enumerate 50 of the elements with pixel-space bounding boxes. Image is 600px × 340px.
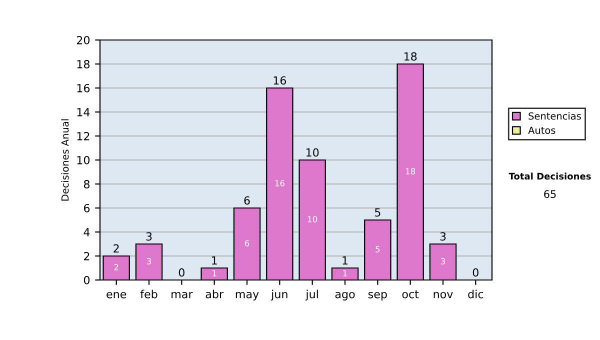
x-tick-label: sep [368,292,387,300]
x-tick-label: mar [172,292,193,298]
data-label: 16 [275,180,284,186]
y-axis-title: Decisiones Anual [61,119,69,201]
y-tick-label: 20 [76,36,90,44]
total-label: 10 [306,148,319,157]
total-label: 1 [212,256,217,264]
data-label: 10 [308,216,318,222]
data-label: 6 [244,240,250,246]
y-tick-label: 2 [84,252,90,260]
total-label: 0 [178,268,184,277]
total-label: 2 [114,244,119,252]
y-tick-label: 12 [77,132,90,140]
x-tick-label: may [236,292,259,300]
data-label: 3 [146,258,151,264]
x-tick-label: oct [402,290,419,298]
y-tick-label: 6 [84,204,90,212]
y-tick-label: 18 [77,60,90,68]
x-tick-label: ago [335,292,355,300]
total-label: 1 [342,256,348,264]
total-label: 0 [472,268,478,277]
x-tick-label: ene [106,292,126,298]
x-tick-label: nov [434,292,453,298]
total-label: 3 [146,232,152,241]
x-tick-label: jun [270,290,288,300]
text: Total Decisiones [508,172,591,180]
total-label: 5 [374,208,380,217]
total-label: 16 [274,76,286,85]
y-tick-label: 0 [84,276,90,284]
text: 65 [544,190,556,198]
total-label: 3 [440,232,446,241]
legend-label: Autos [528,126,556,134]
data-label: 5 [376,246,380,252]
x-tick-label: abr [206,290,224,298]
y-tick-label: 10 [77,156,90,164]
x-tick-label: jul [306,290,318,300]
total-label: 6 [244,196,250,205]
y-tick-label: 14 [77,108,90,116]
legend-label: Sentencias [528,112,581,120]
x-tick-label: dic [468,290,484,298]
data-label: 3 [440,258,445,264]
total-label: 18 [404,52,417,61]
y-tick-label: 4 [84,228,90,236]
data-label: 18 [406,168,416,174]
data-label: 2 [114,264,118,270]
data-label: 1 [343,270,347,276]
y-tick-label: 8 [84,180,90,188]
data-label: 1 [212,270,216,276]
x-tick-label: feb [140,290,158,298]
y-tick-label: 16 [77,84,90,92]
